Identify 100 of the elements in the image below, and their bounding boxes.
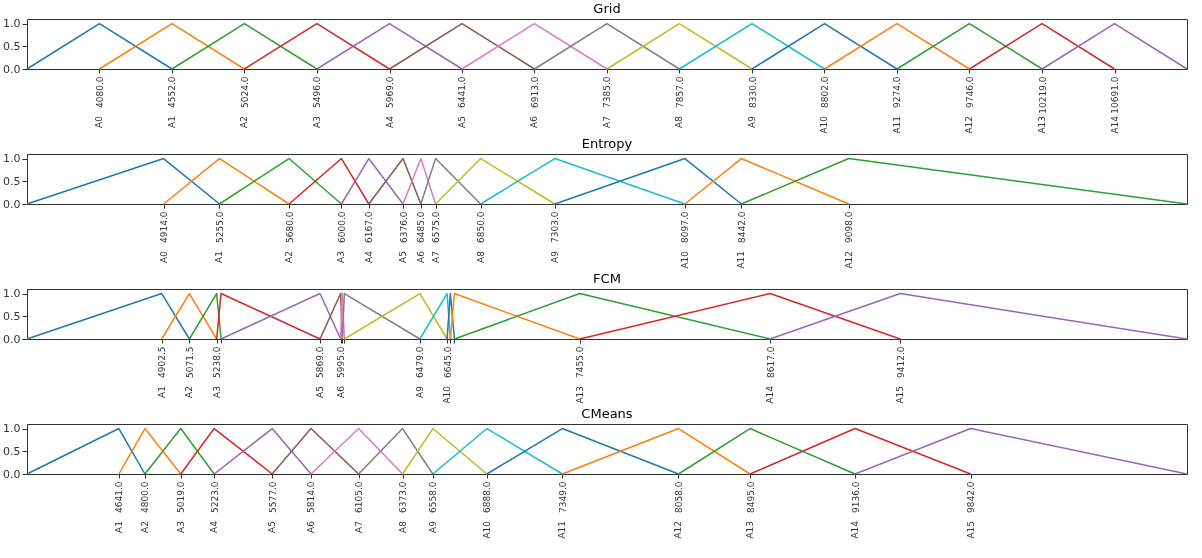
- x-tick-label: 6000.0: [336, 211, 347, 243]
- chart-title: Grid: [593, 0, 621, 16]
- x-tick-label: 8058.0: [673, 481, 684, 513]
- x-tick-label: 4800.0: [140, 481, 151, 513]
- text: A11: [736, 251, 747, 269]
- chart-title: Entropy: [581, 135, 633, 151]
- text: A0: [158, 250, 169, 263]
- text: A5: [398, 251, 409, 263]
- text: A6: [305, 520, 316, 533]
- text: A3: [211, 386, 222, 398]
- x-tick-label: 5969.0: [385, 76, 396, 108]
- x-tick-label: 6888.0: [482, 481, 493, 513]
- text: A15: [895, 386, 906, 404]
- text: A2: [184, 386, 195, 398]
- text: A4: [363, 250, 374, 263]
- y-tick-label: 0.5: [3, 39, 21, 53]
- x-tick-label: 5496.0: [312, 76, 323, 108]
- text: A14: [850, 520, 861, 539]
- y-tick-label: 1.0: [3, 152, 21, 166]
- text: A9: [427, 520, 438, 533]
- text: A4: [384, 115, 395, 128]
- x-tick-label: 5071.5: [184, 346, 195, 378]
- text: A0: [94, 115, 105, 128]
- x-tick-label: 7385.0: [602, 76, 613, 108]
- text: A8: [397, 520, 408, 533]
- x-tick-label: 4080.0: [94, 76, 105, 108]
- x-tick-label: 5223.0: [209, 481, 220, 513]
- text: A6: [335, 385, 346, 398]
- x-tick-label: 8495.0: [745, 481, 756, 513]
- text: A5: [314, 386, 325, 398]
- x-tick-label: 9412.0: [895, 346, 906, 378]
- text: A1: [166, 116, 177, 128]
- x-tick-label: 8330.0: [747, 76, 758, 108]
- text: A12: [843, 251, 854, 269]
- text: A5: [456, 116, 467, 128]
- y-tick-label: 0.5: [3, 444, 21, 458]
- y-tick-label: 1.0: [3, 422, 21, 436]
- text: A10: [819, 115, 830, 134]
- x-tick-label: 5577.0: [267, 481, 278, 513]
- text: A13: [1037, 116, 1048, 134]
- x-tick-label: 4902.5: [157, 346, 168, 378]
- text: A9: [747, 115, 758, 128]
- y-tick-label: 1.0: [3, 287, 21, 301]
- text: A4: [209, 520, 220, 533]
- x-tick-label: 6441.0: [457, 76, 468, 108]
- text: A13: [745, 521, 756, 539]
- x-tick-label: 5680.0: [284, 211, 295, 243]
- text: A10: [679, 250, 690, 269]
- x-tick-label: 6850.0: [476, 211, 487, 243]
- x-tick-label: 7455.0: [575, 346, 586, 378]
- text: A11: [557, 521, 568, 539]
- chart-title: FCM: [593, 270, 621, 286]
- y-tick-label: 1.0: [3, 17, 21, 31]
- x-tick-label: 5024.0: [239, 76, 250, 108]
- y-tick-label: 0.0: [3, 332, 21, 346]
- x-tick-label: 7857.0: [674, 76, 685, 108]
- text: A15: [965, 521, 976, 539]
- x-tick-label: 7303.0: [550, 211, 561, 243]
- text: A8: [475, 250, 486, 263]
- x-tick-label: 9274.0: [892, 76, 903, 108]
- text: A9: [414, 385, 425, 398]
- x-tick-label: 6479.0: [415, 346, 426, 378]
- x-tick-label: 5238.0: [212, 346, 223, 378]
- x-tick-label: 10219.0: [1037, 76, 1048, 114]
- x-tick-label: 8617.0: [765, 346, 776, 378]
- x-tick-label: 6373.0: [398, 481, 409, 513]
- x-tick-label: 6913.0: [529, 76, 540, 108]
- x-tick-label: 5019.0: [176, 481, 187, 513]
- text: A6: [529, 115, 540, 128]
- text: A5: [267, 521, 278, 533]
- text: A8: [674, 115, 685, 128]
- text: A14: [1109, 115, 1120, 134]
- y-tick-label: 0.5: [3, 174, 21, 188]
- y-tick-label: 0.0: [3, 467, 21, 481]
- x-tick-label: 4641.0: [114, 481, 125, 513]
- text: A10: [442, 385, 453, 404]
- x-tick-label: 9746.0: [964, 76, 975, 108]
- x-tick-label: 9842.0: [966, 481, 977, 513]
- text: A3: [311, 116, 322, 128]
- y-tick-label: 0.5: [3, 309, 21, 323]
- text: A2: [139, 521, 150, 533]
- y-tick-label: 0.0: [3, 197, 21, 211]
- x-tick-label: 10691.0: [1110, 76, 1121, 114]
- text: A12: [673, 521, 684, 539]
- text: A12: [964, 116, 975, 134]
- x-tick-label: 6645.0: [442, 346, 453, 378]
- chart-title: CMeans: [581, 405, 633, 421]
- x-tick-label: 5814.0: [306, 481, 317, 513]
- x-tick-label: 6485.0: [416, 211, 427, 243]
- x-tick-label: 6575.0: [431, 211, 442, 243]
- text: A2: [284, 251, 295, 263]
- text: A11: [891, 116, 902, 134]
- x-tick-label: 5255.0: [214, 211, 225, 243]
- text: A7: [353, 521, 364, 533]
- text: A13: [574, 386, 585, 404]
- x-tick-label: 6105.0: [354, 481, 365, 513]
- text: A7: [430, 251, 441, 263]
- x-tick-label: 6376.0: [398, 211, 409, 243]
- x-tick-label: 5869.0: [315, 346, 326, 378]
- x-tick-label: 8097.0: [680, 211, 691, 243]
